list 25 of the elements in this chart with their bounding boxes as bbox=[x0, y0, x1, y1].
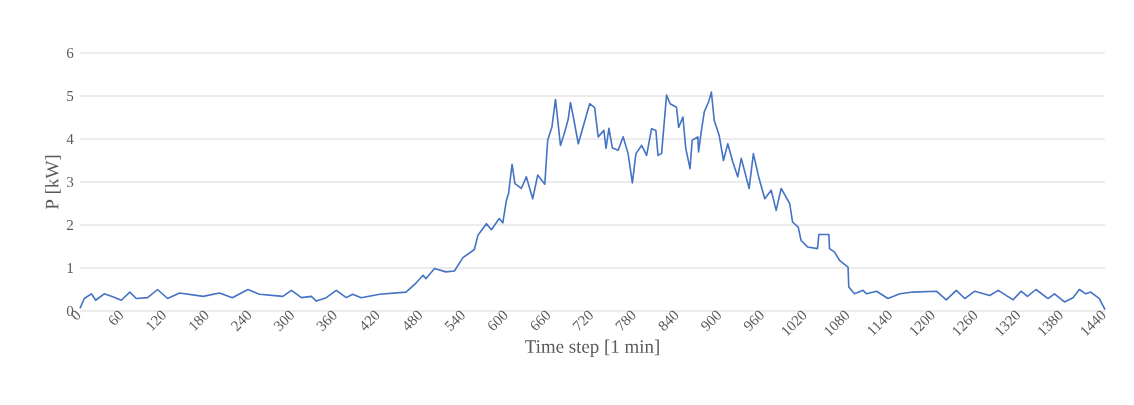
x-tick-label: 180 bbox=[189, 310, 209, 331]
y-tick-label: 2 bbox=[66, 220, 73, 230]
x-tick-label: 240 bbox=[230, 310, 252, 332]
y-tick-label: 6 bbox=[66, 47, 74, 59]
x-tick-label: 960 bbox=[743, 310, 764, 332]
x-tick-label: 300 bbox=[273, 310, 294, 332]
x-tick-label: 840 bbox=[658, 310, 679, 331]
y-tick-label: 1 bbox=[67, 263, 73, 273]
y-tick-label: 5 bbox=[67, 91, 74, 101]
x-tick-label: 420 bbox=[361, 310, 380, 331]
x-tick-label: 720 bbox=[572, 310, 593, 331]
x-tick-label: 120 bbox=[146, 310, 166, 331]
x-tick-label: 600 bbox=[488, 310, 508, 331]
x-tick-label: 660 bbox=[530, 310, 551, 331]
y-tick-label: 4 bbox=[66, 134, 74, 144]
line-series bbox=[79, 91, 1106, 311]
x-tick-label: 780 bbox=[615, 310, 636, 331]
y-tick-label: 3 bbox=[67, 176, 74, 188]
x-axis-title: Time step [1 min] bbox=[525, 339, 659, 357]
x-tick-label: 540 bbox=[444, 310, 465, 332]
x-tick-label: 360 bbox=[316, 310, 337, 332]
y-axis-title: P [kW] bbox=[45, 155, 61, 210]
x-tick-label: 900 bbox=[701, 310, 721, 332]
x-tick-label: 480 bbox=[404, 310, 422, 331]
x-tick-label: 60 bbox=[109, 310, 123, 325]
